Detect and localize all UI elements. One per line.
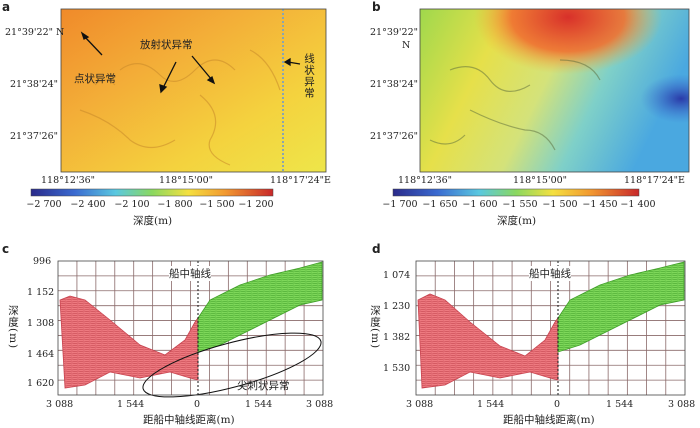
panel-a-frame (60, 8, 327, 173)
panel-c-x-tick: 0 (194, 399, 201, 410)
colorbar-b-label: −1 500 (542, 199, 578, 210)
panel-a-lon-tick: 118°17'24"E (270, 175, 331, 186)
panel-d-plot (415, 260, 686, 396)
colorbar-a-label: −2 400 (70, 199, 106, 210)
panel-c-x-tick: 3 088 (46, 399, 74, 410)
colorbar-b-title: 深度(m) (497, 215, 537, 227)
panel-a-point-anomaly-label: 点状异常 (74, 73, 116, 85)
colorbar-b-label: −1 400 (620, 199, 656, 210)
panel-b-lon-tick: 118°15'00" (513, 175, 568, 186)
panel-b-lon-tick: 118°12'36" (398, 175, 453, 186)
panel-b-lat-tick: 21°39'22" (370, 27, 418, 38)
panel-b-lat-tick: 21°37'26" (370, 131, 418, 142)
panel-a-lat-tick: 21°39'22" N (5, 27, 65, 38)
panel-d-y-tick: 1 382 (383, 332, 411, 343)
panel-c-y-tick: 1 152 (27, 287, 55, 298)
colorbar-b-label: −1 450 (582, 199, 618, 210)
panel-d-y-tick: 1 074 (383, 270, 411, 281)
panel-a-lat-tick: 21°38'24" (10, 79, 58, 90)
panel-c-center-label: 船中轴线 (169, 266, 211, 281)
panel-b-lon-tick: 118°17'24"E (624, 175, 685, 186)
panel-b-map (420, 9, 689, 172)
panel-b-letter: b (372, 0, 381, 14)
panel-d-xlabel: 距船中轴线距离(m) (503, 414, 595, 426)
panel-b-frame (419, 8, 690, 173)
panel-c-spike-label: 尖刺状异常 (237, 380, 290, 392)
panel-c-xlabel: 距船中轴线距离(m) (143, 414, 235, 426)
panel-d-x-tick: 0 (554, 399, 561, 410)
panel-b-lat-tick: N (402, 40, 411, 51)
colorbar-a-label: −1 200 (238, 199, 274, 210)
colorbar-b-label: −1 650 (422, 199, 458, 210)
panel-d-starboard-swath (557, 261, 685, 353)
panel-d-x-tick: 1 544 (606, 399, 634, 410)
panel-d-x-tick: 3 088 (406, 399, 434, 410)
colorbar-a (30, 188, 274, 197)
colorbar-a-label: −2 100 (114, 199, 150, 210)
colorbar-a-label: −2 700 (26, 199, 62, 210)
colorbar-b-label: −1 550 (502, 199, 538, 210)
panel-a-lat-tick: 21°37'26" (10, 131, 58, 142)
panel-c-y-tick: 1 464 (27, 349, 55, 360)
panel-d-center-label: 船中轴线 (529, 266, 571, 281)
panel-d-x-tick: 3 088 (668, 399, 696, 410)
panel-c-y-tick: 996 (33, 256, 52, 267)
panel-a-lon-tick: 118°15'00" (159, 175, 214, 186)
colorbar-a-label: −1 500 (199, 199, 235, 210)
panel-c-y-tick: 1 620 (27, 378, 55, 389)
colorbar-b (392, 188, 640, 197)
panel-a-arrows (80, 31, 301, 94)
panel-c-y-tick: 1 308 (27, 318, 55, 329)
panel-c-ylabel: 深度(m) (7, 305, 19, 350)
colorbar-b-label: −1 700 (382, 199, 418, 210)
panel-d-letter: d (372, 242, 381, 256)
panel-c-letter: c (2, 242, 10, 256)
panel-a-radial-anomaly-label: 放射状异常 (140, 39, 193, 51)
colorbar-a-title: 深度(m) (133, 215, 173, 227)
panel-c-x-tick: 1 544 (245, 399, 273, 410)
panel-a-map (61, 9, 326, 172)
panel-b-lat-tick: 21°38'24" (370, 79, 418, 90)
panel-c-plot (57, 260, 324, 398)
panel-d-ylabel: 深度(m) (369, 305, 381, 350)
panel-c-x-tick: 1 544 (117, 399, 145, 410)
panel-c-spike-ellipse (142, 332, 322, 398)
colorbar-a-label: −1 800 (157, 199, 193, 210)
panel-d-x-tick: 1 544 (477, 399, 505, 410)
panel-d-y-tick: 1 530 (383, 363, 411, 374)
panel-a-lon-tick: 118°12'36" (41, 175, 96, 186)
panel-d-y-tick: 1 230 (383, 301, 411, 312)
panel-a-linear-anomaly-label: 线状异常 (303, 53, 315, 99)
panel-c-x-tick: 3 088 (306, 399, 334, 410)
colorbar-b-label: −1 600 (462, 199, 498, 210)
panel-a-letter: a (2, 0, 11, 14)
